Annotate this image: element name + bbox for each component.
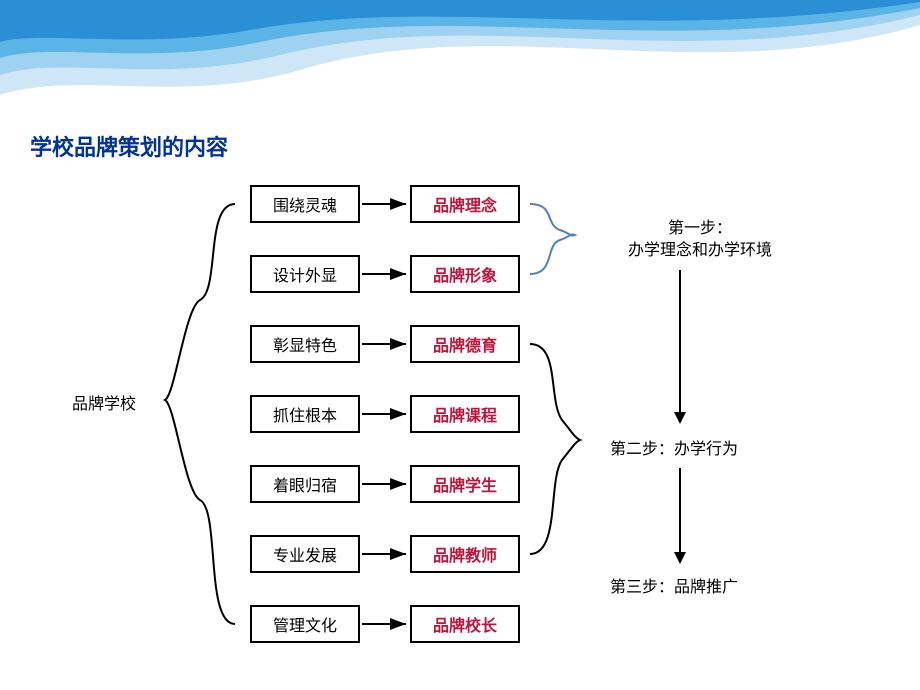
right-box-1: 品牌形象: [410, 255, 520, 293]
right-box-4: 品牌学生: [410, 465, 520, 503]
left-label-5: 专业发展: [273, 542, 337, 566]
left-box-5: 专业发展: [250, 535, 360, 573]
left-box-6: 管理文化: [250, 605, 360, 643]
right-label-6: 品牌校长: [433, 612, 497, 636]
left-label-0: 围绕灵魂: [273, 192, 337, 216]
left-box-0: 围绕灵魂: [250, 185, 360, 223]
right-box-2: 品牌德育: [410, 325, 520, 363]
slide-title: 学校品牌策划的内容: [30, 130, 228, 162]
right-box-6: 品牌校长: [410, 605, 520, 643]
right-label-4: 品牌学生: [433, 472, 497, 496]
left-label-2: 彰显特色: [273, 332, 337, 356]
step1-text: 第一步： 办学理念和办学环境: [600, 218, 800, 263]
root-label: 品牌学校: [72, 390, 136, 414]
right-label-5: 品牌教师: [433, 542, 497, 566]
content-layer: 学校品牌策划的内容 品牌学校 围绕灵魂 品牌理念 设计外显 品牌形象 彰显特色 …: [0, 0, 920, 690]
left-label-6: 管理文化: [273, 612, 337, 636]
step2-text: 第二步：办学行为: [610, 435, 738, 459]
right-box-0: 品牌理念: [410, 185, 520, 223]
right-label-0: 品牌理念: [433, 192, 497, 216]
step1-line2: 办学理念和办学环境: [628, 242, 772, 259]
right-label-3: 品牌课程: [433, 402, 497, 426]
left-label-3: 抓住根本: [273, 402, 337, 426]
right-label-2: 品牌德育: [433, 332, 497, 356]
step1-line1: 第一步：: [668, 220, 732, 237]
left-box-1: 设计外显: [250, 255, 360, 293]
left-label-1: 设计外显: [273, 262, 337, 286]
left-box-2: 彰显特色: [250, 325, 360, 363]
step3-text: 第三步：品牌推广: [610, 573, 738, 597]
left-box-3: 抓住根本: [250, 395, 360, 433]
left-label-4: 着眼归宿: [273, 472, 337, 496]
left-box-4: 着眼归宿: [250, 465, 360, 503]
right-box-5: 品牌教师: [410, 535, 520, 573]
right-label-1: 品牌形象: [433, 262, 497, 286]
right-box-3: 品牌课程: [410, 395, 520, 433]
